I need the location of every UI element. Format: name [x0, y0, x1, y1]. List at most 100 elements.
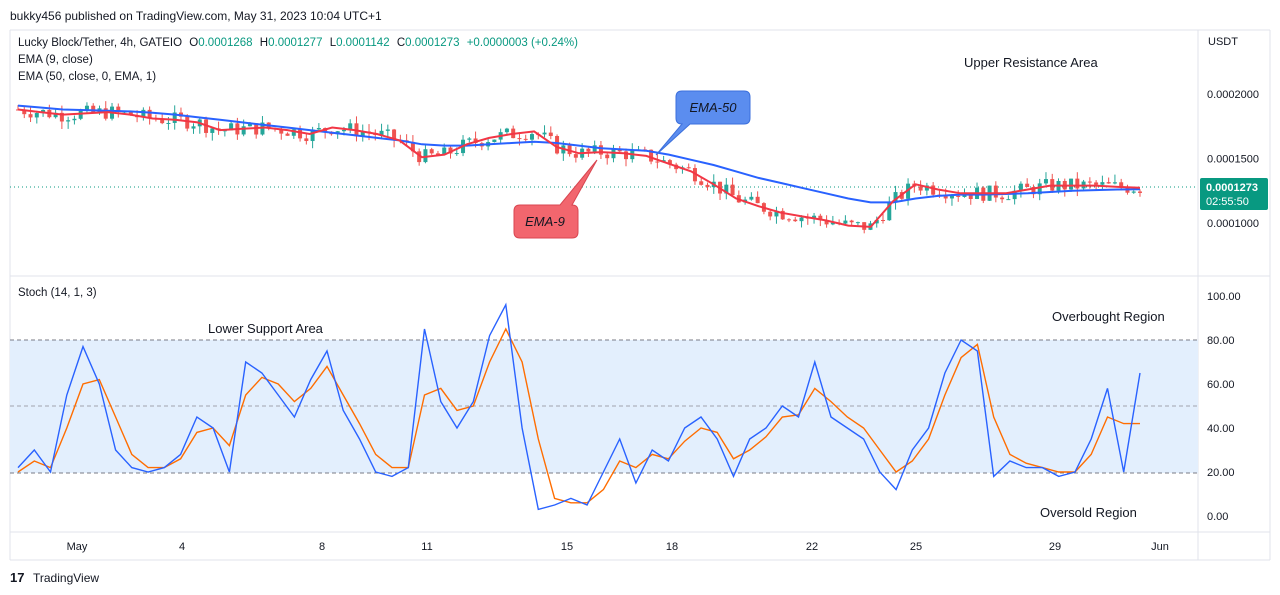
time-axis-label: May — [67, 541, 88, 553]
candle-body — [160, 119, 165, 124]
candle-body — [768, 211, 773, 217]
candle-body — [893, 192, 898, 203]
symbol-line: Lucky Block/Tether, 4h, GATEIO O0.000126… — [18, 37, 578, 49]
candle-body — [906, 183, 911, 199]
candle-body — [1018, 183, 1023, 191]
candle-body — [849, 220, 854, 223]
stoch-title[interactable]: Stoch (14, 1, 3) — [18, 287, 97, 299]
candle-body — [555, 136, 560, 154]
candle-body — [1112, 182, 1117, 184]
candle-body — [59, 112, 64, 122]
candle-body — [924, 185, 929, 191]
candle-body — [191, 126, 196, 129]
candle-body — [504, 128, 509, 133]
candle-body — [542, 132, 547, 135]
ema9-line — [17, 108, 1141, 228]
ema50-callout-label: EMA-50 — [690, 100, 738, 115]
candle-body — [667, 160, 672, 165]
time-axis-label: 29 — [1049, 541, 1061, 553]
candle-body — [84, 105, 89, 111]
candle-body — [786, 219, 791, 221]
ema50-line — [17, 104, 1141, 204]
price-tick-label: 0.0002000 — [1207, 89, 1259, 101]
candle-body — [586, 148, 591, 152]
lower-support-label: Lower Support Area — [208, 321, 324, 336]
ema9-callout-label: EMA-9 — [525, 214, 565, 229]
candle-body — [492, 139, 497, 143]
candle-body — [247, 123, 252, 127]
candle-body — [360, 131, 365, 137]
countdown-value: 02:55:50 — [1206, 196, 1249, 208]
candle-body — [116, 106, 121, 112]
candle-body — [1025, 183, 1030, 188]
candle-body — [385, 129, 390, 131]
candle-body — [1094, 182, 1099, 185]
symbol-name: Lucky Block/Tether, 4h, GATEIO — [18, 37, 182, 49]
candle-body — [523, 138, 528, 140]
candle-body — [141, 109, 146, 118]
stoch-tick-label: 40.00 — [1207, 423, 1235, 435]
candle-body — [598, 145, 603, 155]
candle-body — [1069, 178, 1074, 190]
candle-body — [442, 147, 447, 155]
last-price-tag — [1200, 178, 1268, 210]
candle-body — [812, 215, 817, 218]
candle-body — [793, 219, 798, 222]
tradingview-logo-icon: 17 — [10, 570, 24, 585]
candle-body — [448, 147, 453, 154]
price-tick-label: 0.0001500 — [1207, 154, 1259, 166]
close-value: 0.0001273 — [405, 37, 459, 49]
time-axis-label: Jun — [1151, 541, 1169, 553]
open-label: O — [189, 37, 198, 49]
candle-body — [429, 149, 434, 154]
candle-body — [887, 202, 892, 221]
candle-body — [185, 116, 190, 129]
candle-body — [291, 129, 296, 136]
indicator-ema50-legend[interactable]: EMA (50, close, 0, EMA, 1) — [18, 71, 156, 83]
candle-body — [1000, 197, 1005, 200]
candle-body — [410, 141, 415, 152]
candle-body — [855, 222, 860, 224]
candle-body — [1131, 191, 1136, 193]
time-axis-label: 15 — [561, 541, 573, 553]
candle-body — [279, 128, 284, 134]
time-axis-label: 11 — [421, 541, 432, 553]
candle-body — [730, 184, 735, 196]
candle-body — [66, 120, 71, 122]
stoch-tick-label: 0.00 — [1207, 511, 1228, 523]
candle-body — [423, 149, 428, 163]
candle-body — [34, 113, 39, 118]
overbought-label: Overbought Region — [1052, 309, 1165, 324]
stoch-tick-label: 20.00 — [1207, 467, 1235, 479]
candle-body — [749, 196, 754, 200]
candle-body — [755, 196, 760, 204]
published-line: bukky456 published on TradingView.com, M… — [10, 9, 382, 23]
candle-body — [454, 153, 459, 155]
candle-body — [467, 138, 472, 140]
indicator-ema9-legend[interactable]: EMA (9, close) — [18, 54, 93, 66]
candle-body — [686, 167, 691, 169]
candle-body — [881, 219, 886, 221]
time-axis-label: 18 — [666, 541, 678, 553]
time-axis-label: 25 — [910, 541, 922, 553]
candle-body — [705, 184, 710, 188]
open-value: 0.0001268 — [198, 37, 252, 49]
candle-body — [962, 194, 967, 197]
candle-body — [1043, 179, 1048, 184]
candle-body — [435, 153, 440, 155]
stoch-tick-label: 60.00 — [1207, 379, 1235, 391]
candle-body — [285, 133, 290, 136]
candle-body — [943, 196, 948, 199]
stoch-d-line — [17, 327, 1140, 504]
candle-body — [172, 112, 177, 123]
candle-body — [649, 149, 654, 162]
candle-body — [1106, 182, 1111, 184]
ema9-callout: EMA-9 — [513, 159, 598, 239]
change-value: +0.0000003 (+0.24%) — [467, 37, 578, 49]
candle-body — [529, 134, 534, 140]
tradingview-logo[interactable]: 17 TradingView — [10, 570, 99, 585]
candle-body — [956, 195, 961, 197]
candle-body — [91, 105, 96, 113]
candle-body — [241, 126, 246, 135]
